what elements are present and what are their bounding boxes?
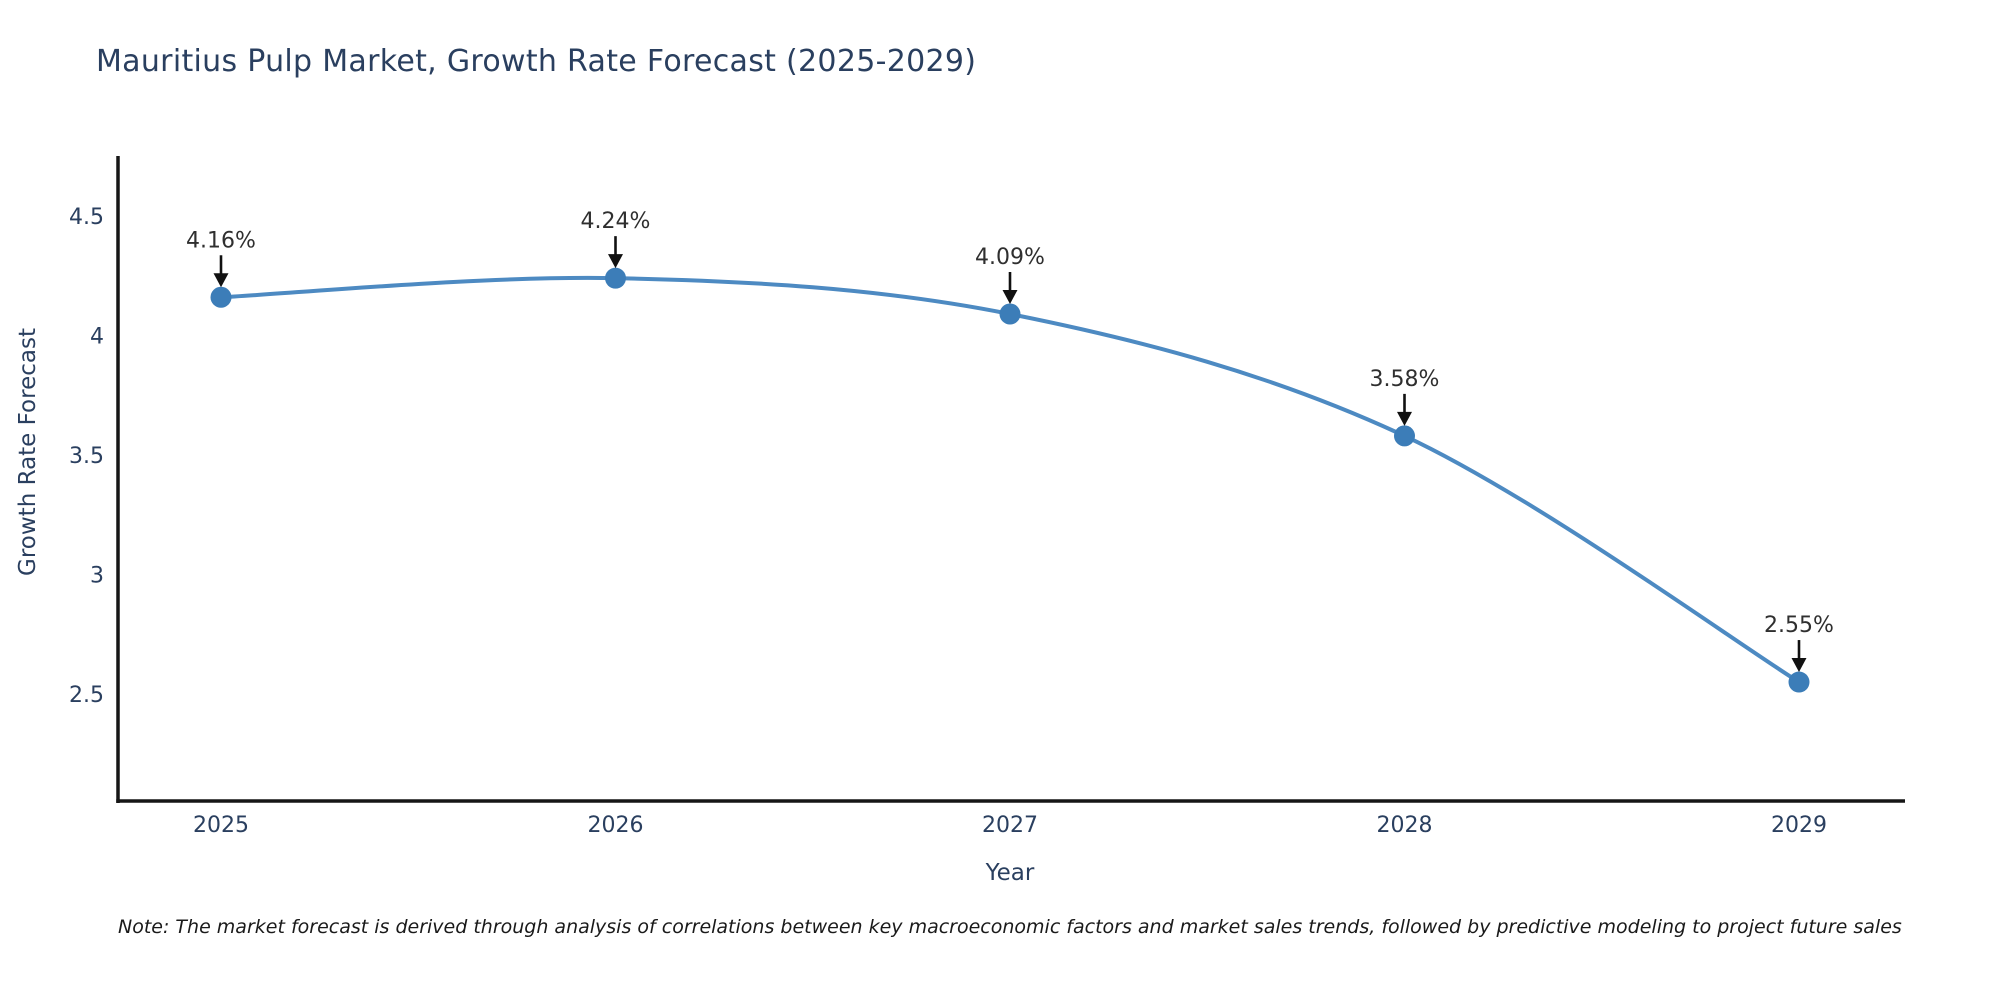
annotation-arrowhead (1791, 658, 1807, 673)
annotation-arrowhead (1002, 289, 1018, 304)
chart-title: Mauritius Pulp Market, Growth Rate Forec… (96, 44, 977, 79)
footnote: Note: The market forecast is derived thr… (118, 916, 1902, 938)
data-point-markers (210, 267, 1810, 693)
y-tick-label: 3 (90, 564, 104, 589)
data-point-marker (1788, 671, 1810, 693)
x-tick-label: 2025 (193, 813, 249, 838)
y-tick-label: 4.5 (69, 205, 104, 230)
annotation-arrowhead (213, 273, 229, 288)
x-tick-label: 2026 (588, 813, 644, 838)
data-point-marker (999, 303, 1021, 325)
annotation-label: 4.24% (581, 209, 651, 234)
y-axis-ticks: 2.5 3 3.5 4 4.5 (69, 205, 104, 708)
y-tick-label: 2.5 (69, 683, 104, 708)
x-axis-ticks: 2025 2026 2027 2028 2029 (193, 813, 1827, 838)
trend-line-group (219, 275, 1801, 685)
data-point-marker (1394, 425, 1415, 447)
annotation-arrowhead (608, 254, 623, 269)
annotation-arrowhead (1397, 411, 1412, 426)
x-tick-label: 2028 (1377, 813, 1433, 838)
annotation-label: 3.58% (1370, 367, 1440, 392)
x-tick-label: 2027 (982, 813, 1038, 838)
annotation-label: 4.09% (975, 245, 1045, 270)
annotation-label: 4.16% (186, 228, 256, 253)
y-tick-label: 4 (90, 325, 104, 350)
trend-line (219, 275, 1801, 685)
data-point-marker (210, 286, 232, 308)
x-tick-label: 2029 (1771, 813, 1827, 838)
x-axis-title: Year (985, 860, 1035, 886)
data-point-marker (605, 267, 626, 289)
y-tick-label: 3.5 (69, 444, 104, 469)
point-annotations: 4.16% 4.24% 4.09% 3.58% 2.55% (186, 209, 1834, 673)
annotation-label: 2.55% (1764, 613, 1834, 638)
